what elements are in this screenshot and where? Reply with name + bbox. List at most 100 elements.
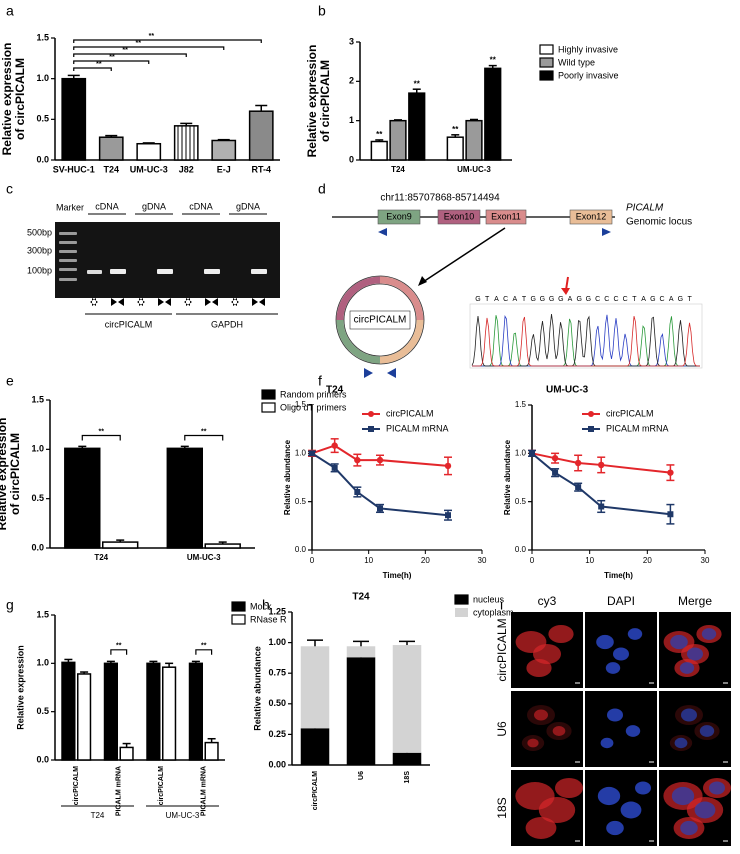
significance-label: ** xyxy=(109,54,115,61)
point xyxy=(529,450,535,457)
sequence-base: G xyxy=(678,296,683,303)
exon-label: Exon10 xyxy=(444,211,475,221)
bar xyxy=(370,140,388,161)
sequence-base: C xyxy=(604,296,609,303)
gel-band xyxy=(251,269,267,274)
circ-arc xyxy=(379,276,424,321)
bar xyxy=(64,447,101,549)
group-label: GAPDH xyxy=(211,319,243,329)
cell-nucleus xyxy=(600,737,614,749)
y-tick-label: 0.0 xyxy=(31,542,44,552)
bar xyxy=(484,67,502,161)
point xyxy=(444,462,452,470)
bar xyxy=(248,110,274,161)
y-axis-label: Relative expression xyxy=(15,645,25,730)
significance-label: ** xyxy=(149,33,155,40)
cell-nucleus xyxy=(597,786,621,806)
legend-swatch xyxy=(539,44,554,55)
y-tick-label: 0.5 xyxy=(36,706,49,716)
significance-label: ** xyxy=(96,61,102,68)
sequence-base: A xyxy=(641,296,646,303)
y-tick-label: 1.00 xyxy=(268,637,286,647)
significance-bracket xyxy=(73,53,187,57)
bar xyxy=(162,666,177,761)
x-tick-label: 20 xyxy=(643,556,652,565)
y-tick-label: 1.0 xyxy=(36,658,49,668)
bar-segment xyxy=(392,752,422,765)
legend-swatch xyxy=(539,70,554,81)
x-axis-label: Time(h) xyxy=(604,571,633,580)
legend-label: PICALM mRNA xyxy=(606,423,669,433)
chromatogram-frame xyxy=(469,303,703,369)
cell-cytoplasm xyxy=(526,659,552,677)
chromatogram-trace xyxy=(472,316,700,367)
cell-cytoplasm xyxy=(533,644,561,664)
column-label: cy3 xyxy=(538,594,557,608)
lane-label: cDNA xyxy=(95,201,119,211)
exon xyxy=(437,209,481,225)
y-axis-label: of circPICALM xyxy=(13,58,27,140)
cell-signal xyxy=(527,738,539,748)
x-tick-label: 20 xyxy=(421,556,430,565)
legend-label: circPICALM xyxy=(386,408,434,418)
significance-label: ** xyxy=(490,56,497,65)
significance-bracket xyxy=(73,46,225,50)
legend-swatch xyxy=(454,594,469,605)
y-tick-label: 0.75 xyxy=(268,668,286,678)
sequence-base: A xyxy=(669,296,674,303)
sequence-base: T xyxy=(632,296,637,303)
lane-label: gDNA xyxy=(236,201,260,211)
cell-cytoplasm xyxy=(525,817,557,839)
micrograph xyxy=(585,691,657,767)
x-tick-label: UM-UC-3 xyxy=(130,164,168,174)
panel-letter: b xyxy=(318,3,326,19)
legend-label: Highly invasive xyxy=(558,44,618,54)
y-tick-label: 2 xyxy=(349,76,354,86)
x-tick-label: PICALM mRNA xyxy=(201,766,208,816)
y-tick-label: 1 xyxy=(349,115,354,125)
y-tick-label: 0.5 xyxy=(515,497,527,506)
sequence-base: G xyxy=(549,296,554,303)
panel-letter: h xyxy=(262,597,270,613)
point xyxy=(598,461,605,469)
x-tick-label: circPICALM xyxy=(158,766,165,805)
primer-icon xyxy=(364,368,396,378)
gel-band xyxy=(204,269,220,274)
y-tick-label: 1.5 xyxy=(36,609,49,619)
circ-arc xyxy=(336,276,381,321)
gene-label: PICALM xyxy=(626,203,664,214)
gel-band xyxy=(87,270,102,274)
cell-nucleus xyxy=(670,634,688,650)
y-tick-label: 0.00 xyxy=(268,759,286,769)
ladder-band xyxy=(59,259,77,262)
primer-icon xyxy=(184,298,218,306)
x-tick-label: 10 xyxy=(585,556,594,565)
bar-segment xyxy=(346,657,376,765)
ladder-band xyxy=(59,241,77,244)
cell-signal xyxy=(552,726,566,736)
exon-label: Exon9 xyxy=(386,211,412,221)
significance-label: ** xyxy=(201,643,207,650)
chart-title: UM-UC-3 xyxy=(546,385,589,396)
column-label: Merge xyxy=(678,594,712,608)
panel-letter: d xyxy=(318,181,326,197)
y-tick-label: 0 xyxy=(349,154,354,164)
cell-nucleus xyxy=(605,662,621,674)
legend-swatch xyxy=(455,608,468,617)
x-tick-label: T24 xyxy=(391,165,405,174)
circ-outline xyxy=(335,275,425,365)
significance-bracket xyxy=(81,434,121,441)
x-tick-label: 0 xyxy=(310,556,315,565)
legend-marker xyxy=(368,426,374,432)
legend-label: Oligo dT primers xyxy=(280,402,347,412)
significance-bracket xyxy=(195,649,213,655)
panel-letter: c xyxy=(6,181,13,197)
bar xyxy=(136,142,162,161)
legend-label: Poorly invasive xyxy=(558,70,619,80)
x-tick-label: 30 xyxy=(478,556,487,565)
cell-cytoplasm xyxy=(538,797,576,823)
label-box xyxy=(349,310,411,330)
y-tick-label: 0.5 xyxy=(36,114,49,124)
cell-nucleus xyxy=(701,628,717,640)
chart-title: T24 xyxy=(352,592,370,603)
